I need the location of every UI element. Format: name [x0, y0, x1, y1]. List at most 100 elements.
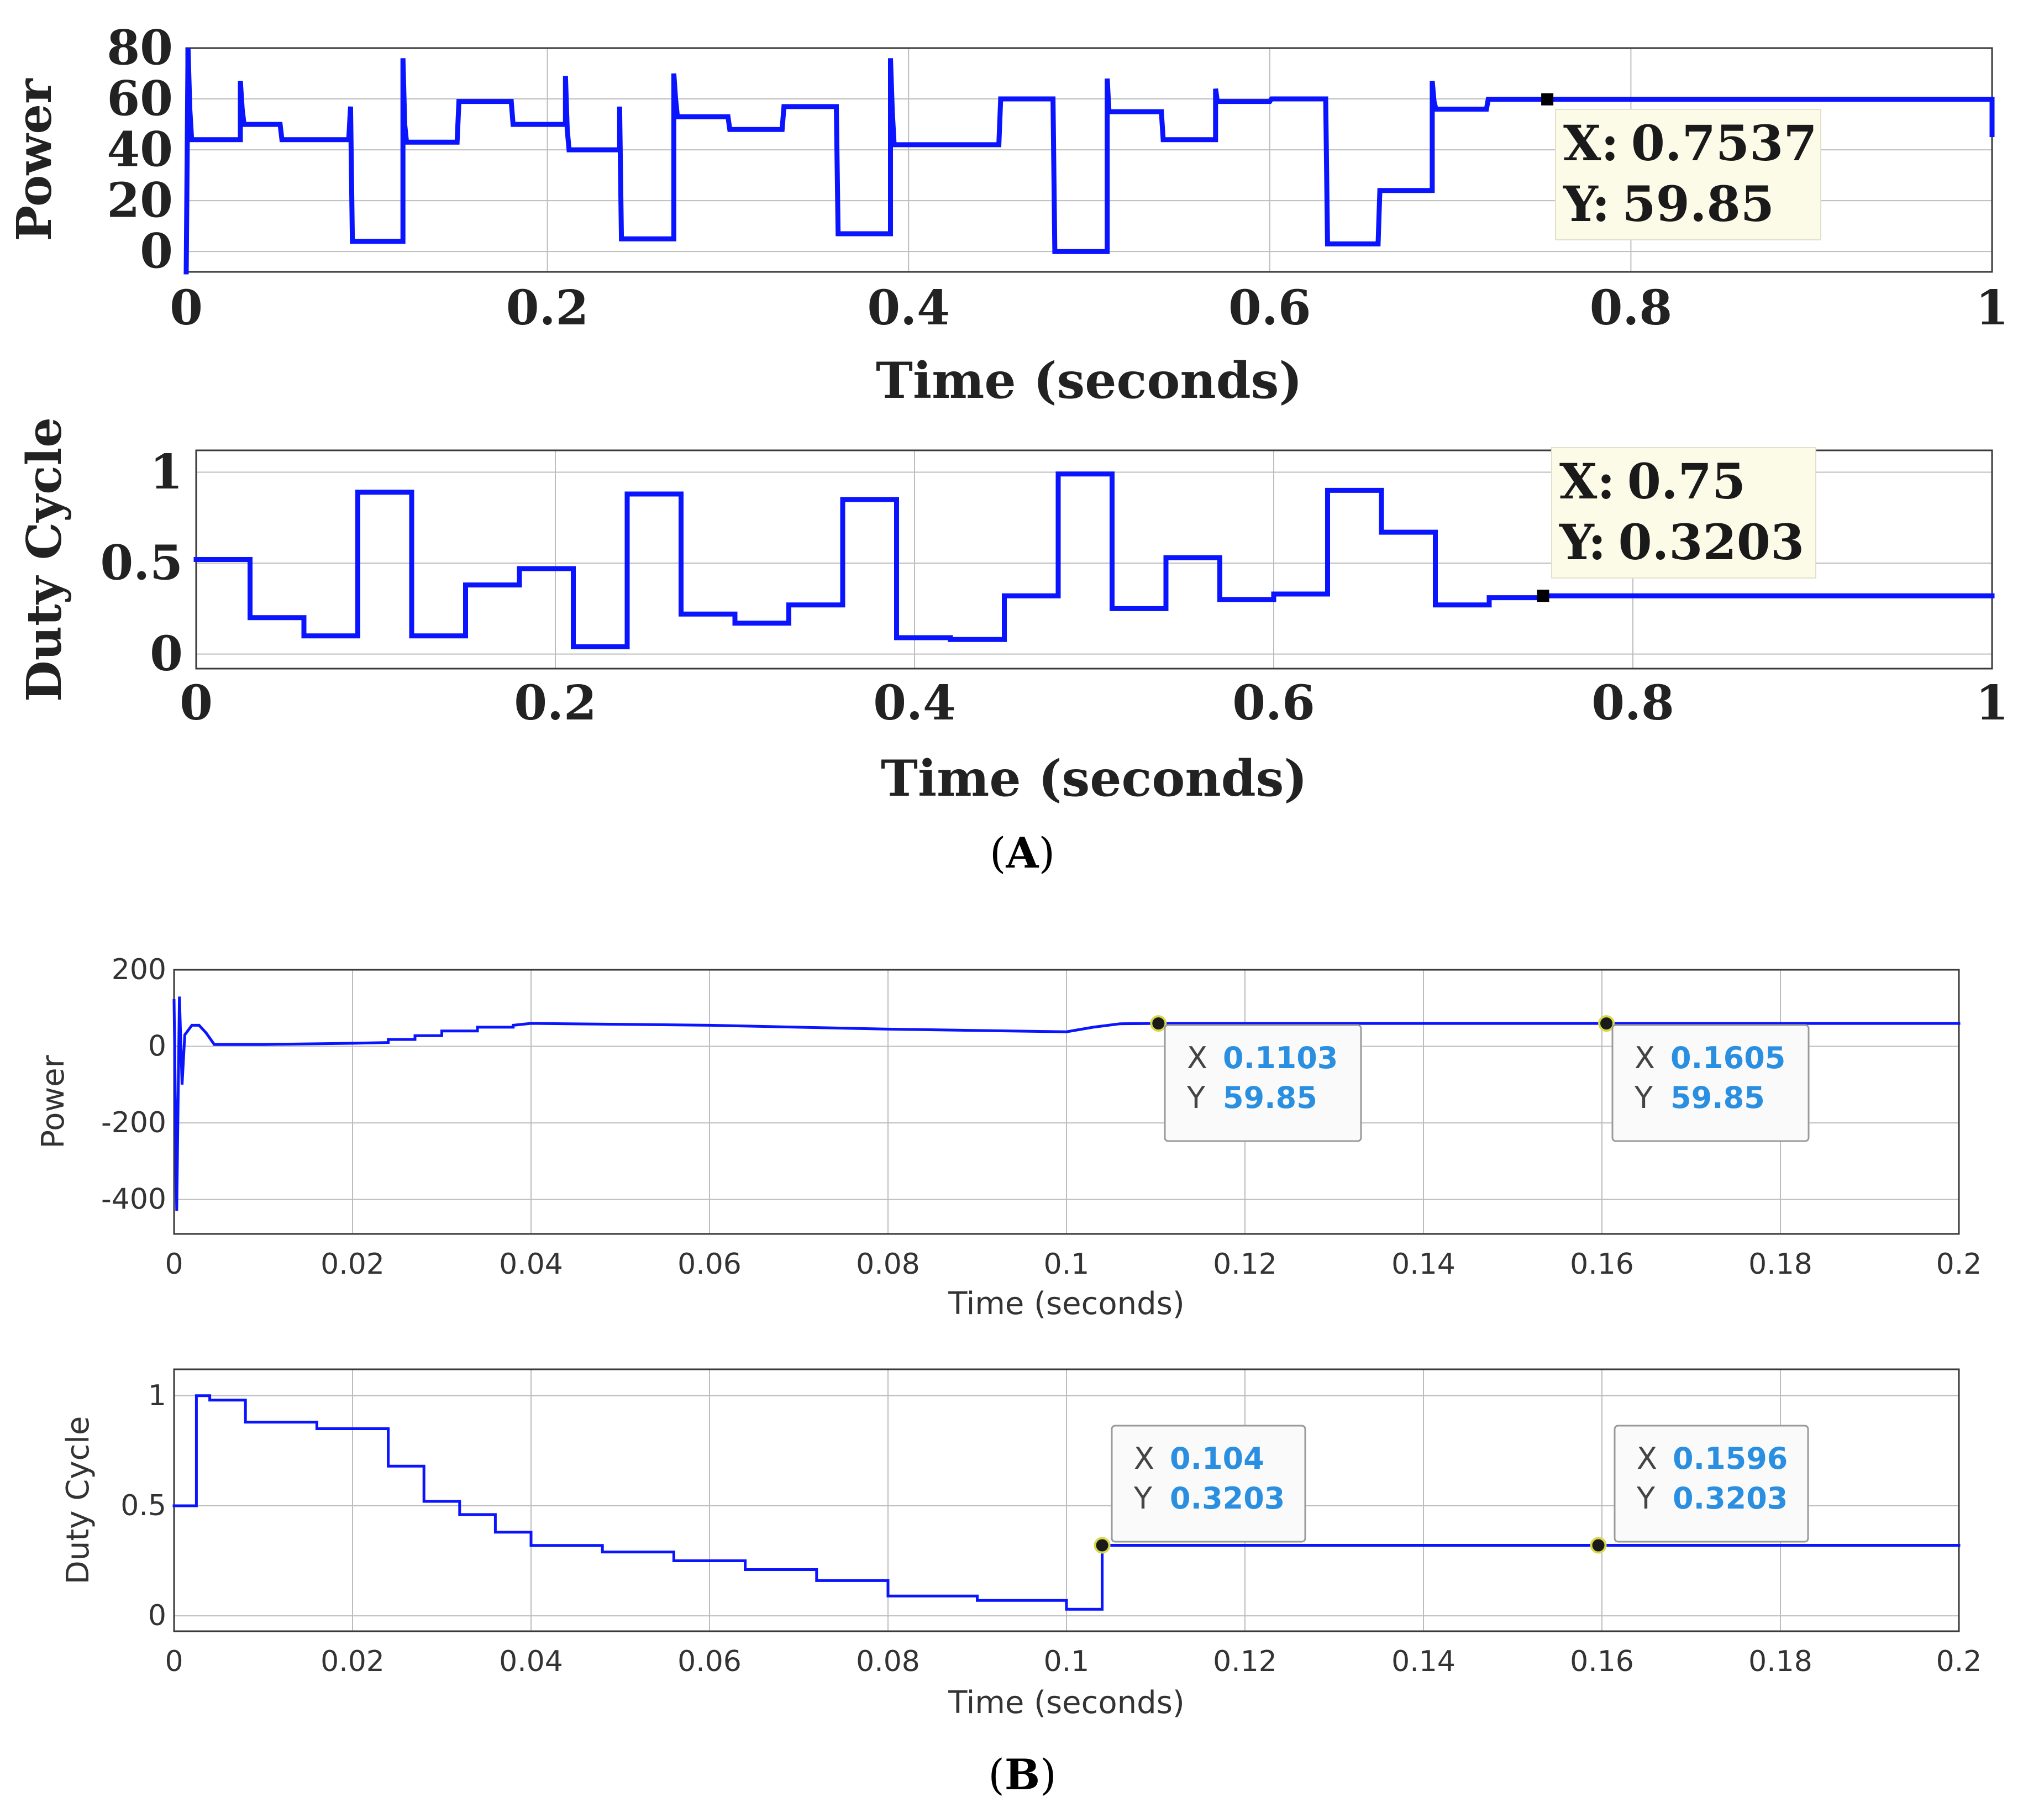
chart-a2: 0 0.2 0.4 0.6 0.8 1 0 0.5 1 Time (seconds) Duty Cy… — [17, 417, 2009, 808]
y-tick-label: 1 — [148, 1379, 166, 1412]
x-tick-label: 0.2 — [506, 280, 589, 336]
datatip-box — [1611, 1024, 1810, 1142]
datatip-x-value: 0.7537 — [1631, 114, 1817, 172]
datatip-y-label: Y — [1634, 1080, 1653, 1115]
datatip-y-label: Y: — [1559, 513, 1606, 571]
x-axis-label: Time (seconds) — [948, 1685, 1184, 1721]
datatip-x-label: X — [1635, 1041, 1655, 1075]
x-tick-label: 0 — [165, 1248, 183, 1281]
y-tick-label: 0 — [148, 1599, 166, 1632]
datatip-y-value: 59.85 — [1223, 1080, 1317, 1115]
x-tick-label: 0.2 — [1936, 1645, 1982, 1678]
y-axis-label: Power — [35, 1054, 71, 1148]
datatip-marker[interactable] — [1541, 93, 1554, 106]
caption-b-close: ) — [1040, 1750, 1057, 1799]
x-tick-label: 0.02 — [320, 1248, 385, 1281]
datatip-box — [1614, 1425, 1809, 1543]
caption-b-open: ( — [988, 1750, 1005, 1799]
x-tick-label: 0.12 — [1213, 1248, 1277, 1281]
datatip-x-label: X: — [1563, 114, 1619, 172]
datatip-y-line: Y: 0.3203 — [1559, 513, 1804, 571]
x-tick-label: 0.16 — [1570, 1248, 1634, 1281]
datatip-y-label: Y: — [1563, 175, 1610, 233]
y-axis-label: Duty Cycle — [60, 1416, 96, 1585]
datatip[interactable]: X 0.1605 Y 59.85 — [1611, 1024, 1810, 1142]
x-tick-label: 0.12 — [1213, 1645, 1277, 1678]
x-tick-label: 0.08 — [856, 1645, 920, 1678]
datatip-y-label: Y — [1636, 1481, 1656, 1516]
datatip-x-label: X — [1134, 1441, 1154, 1476]
y-axis-label: Power — [7, 78, 62, 241]
x-tick-label: 0.14 — [1391, 1248, 1456, 1281]
datatip-x-label: X — [1637, 1441, 1657, 1476]
datatip-x-line: X: 0.75 — [1559, 453, 1746, 510]
datatip-y-value: 59.85 — [1622, 175, 1774, 233]
y-tick-label: 80 — [107, 20, 173, 76]
datatip[interactable]: X 0.1596 Y 0.3203 — [1614, 1425, 1809, 1543]
caption-a-letter: A — [1006, 828, 1039, 878]
x-tick-label: 0.2 — [1936, 1248, 1982, 1281]
datatip-y-label: Y — [1186, 1080, 1206, 1115]
datatip-x-line: X: 0.7537 — [1563, 114, 1817, 172]
y-tick-label: 60 — [107, 71, 173, 127]
datatip-marker[interactable] — [1094, 1537, 1111, 1554]
x-tick-label: 0.18 — [1748, 1248, 1812, 1281]
y-tick-label: 200 — [112, 953, 166, 986]
x-tick-label: 1 — [1975, 280, 2009, 336]
datatip-y-value: 0.3203 — [1618, 513, 1804, 571]
datatip-x-value: 0.104 — [1170, 1441, 1264, 1476]
datatip-x-value: 0.1596 — [1673, 1441, 1788, 1476]
y-tick-label: 40 — [107, 122, 173, 178]
series-line-power — [172, 996, 1961, 1211]
y-tick-label: -200 — [101, 1106, 166, 1139]
y-tick-label: 1 — [150, 444, 183, 500]
datatip-x-label: X: — [1559, 453, 1615, 510]
x-axis-label: Time (seconds) — [948, 1286, 1184, 1322]
x-tick-label: 0.08 — [856, 1248, 920, 1281]
x-tick-label: 0.02 — [320, 1645, 385, 1678]
datatip-y-value: 0.3203 — [1170, 1481, 1285, 1516]
datatip-marker[interactable] — [1537, 590, 1549, 602]
x-tick-label: 0.18 — [1748, 1645, 1812, 1678]
datatip-y-label: Y — [1133, 1481, 1153, 1516]
x-tick-label: 0.8 — [1590, 280, 1673, 336]
y-tick-label: 0 — [140, 224, 173, 280]
caption-a-close: ) — [1038, 828, 1055, 878]
x-tick-label: 0.1 — [1044, 1248, 1090, 1281]
y-axis-label: Duty Cycle — [17, 417, 72, 702]
plot-border — [173, 1368, 1960, 1632]
datatip-box — [1164, 1024, 1362, 1142]
chart-b1: 0 0.02 0.04 0.06 0.08 0.1 0.12 0.14 0.16 0.18 0.2 2… — [35, 953, 1982, 1322]
x-tick-label: 0.2 — [514, 675, 597, 731]
x-tick-label: 0.06 — [677, 1645, 742, 1678]
x-axis-label: Time (seconds) — [876, 351, 1302, 410]
x-tick-label: 0.14 — [1391, 1645, 1456, 1678]
y-tick-label: 0 — [150, 626, 183, 682]
x-tick-label: 0.6 — [1228, 280, 1311, 336]
series-line-duty-cycle — [172, 1394, 1961, 1611]
chart-b2: 0 0.02 0.04 0.06 0.08 0.1 0.12 0.14 0.16 0.18 0.2 1… — [60, 1368, 1982, 1721]
x-tick-label: 0 — [165, 1645, 183, 1678]
datatip-box — [1551, 447, 1816, 579]
datatip[interactable]: X: 0.75Y: 0.3203 — [1551, 447, 1816, 579]
datatip[interactable]: X 0.104 Y 0.3203 — [1111, 1425, 1306, 1543]
datatip-marker[interactable] — [1598, 1015, 1615, 1032]
caption-b: (B) — [988, 1750, 1057, 1799]
datatip-box — [1111, 1425, 1306, 1543]
datatip-x-label: X — [1187, 1041, 1207, 1075]
x-tick-label: 0.4 — [867, 280, 950, 336]
datatip[interactable]: X 0.1103 Y 59.85 — [1164, 1024, 1362, 1142]
y-tick-label: 0.5 — [120, 1489, 166, 1522]
datatip-marker[interactable] — [1590, 1537, 1607, 1554]
datatip-y-value: 59.85 — [1670, 1080, 1765, 1115]
x-tick-label: 0 — [180, 675, 213, 731]
x-tick-label: 0.06 — [677, 1248, 742, 1281]
y-tick-label: 0.5 — [100, 535, 183, 591]
datatip-x-value: 0.1103 — [1223, 1041, 1338, 1075]
datatip-marker[interactable] — [1150, 1015, 1167, 1032]
x-tick-label: 0.1 — [1044, 1645, 1090, 1678]
caption-b-letter: B — [1005, 1750, 1040, 1799]
